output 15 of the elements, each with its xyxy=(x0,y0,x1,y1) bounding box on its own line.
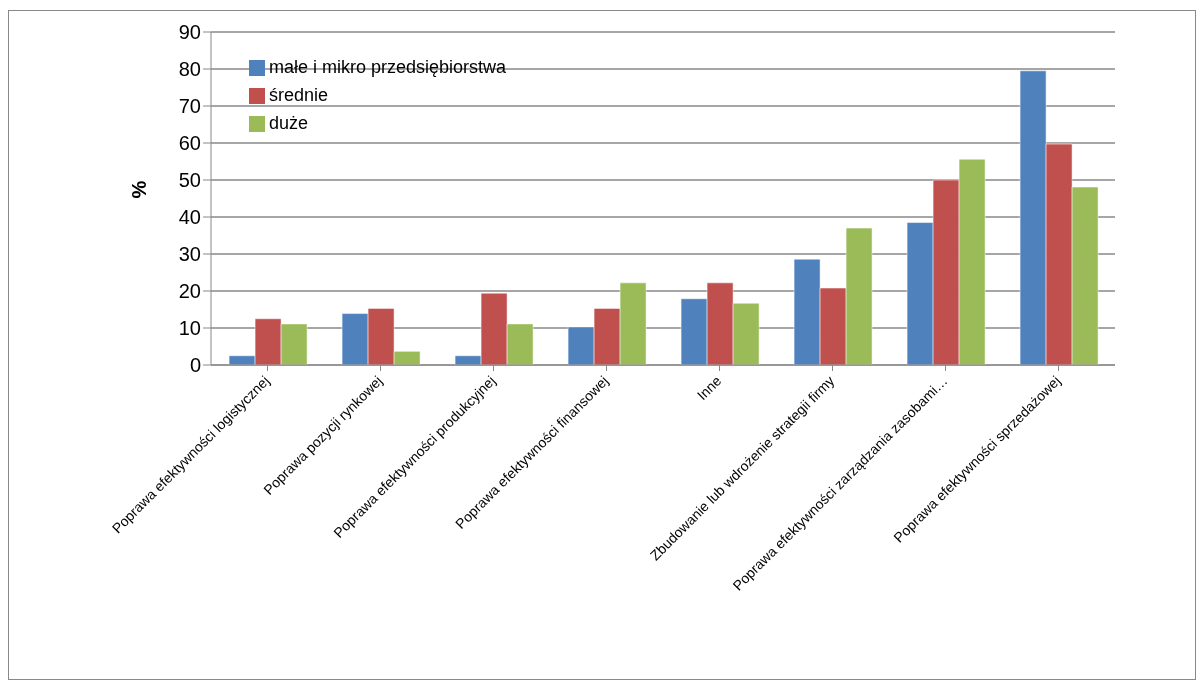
y-tick-label: 30 xyxy=(178,243,201,266)
y-tick-label: 20 xyxy=(178,280,201,303)
y-tick-label: 50 xyxy=(178,169,201,192)
y-tick-label: 0 xyxy=(189,354,201,377)
y-tick-label: 60 xyxy=(178,132,201,155)
legend-label: średnie xyxy=(269,85,329,105)
y-tick-label: 40 xyxy=(178,206,201,229)
y-tick-label: 70 xyxy=(178,95,201,118)
y-axis-title: % xyxy=(128,180,151,199)
legend-label: duże xyxy=(269,113,309,133)
x-tick-label: Inne xyxy=(693,372,725,404)
y-tick-label: 90 xyxy=(178,21,201,44)
y-tick-label: 10 xyxy=(178,317,201,340)
legend-label: małe i mikro przedsiębiorstwa xyxy=(269,57,507,77)
y-tick-label: 80 xyxy=(178,58,201,81)
